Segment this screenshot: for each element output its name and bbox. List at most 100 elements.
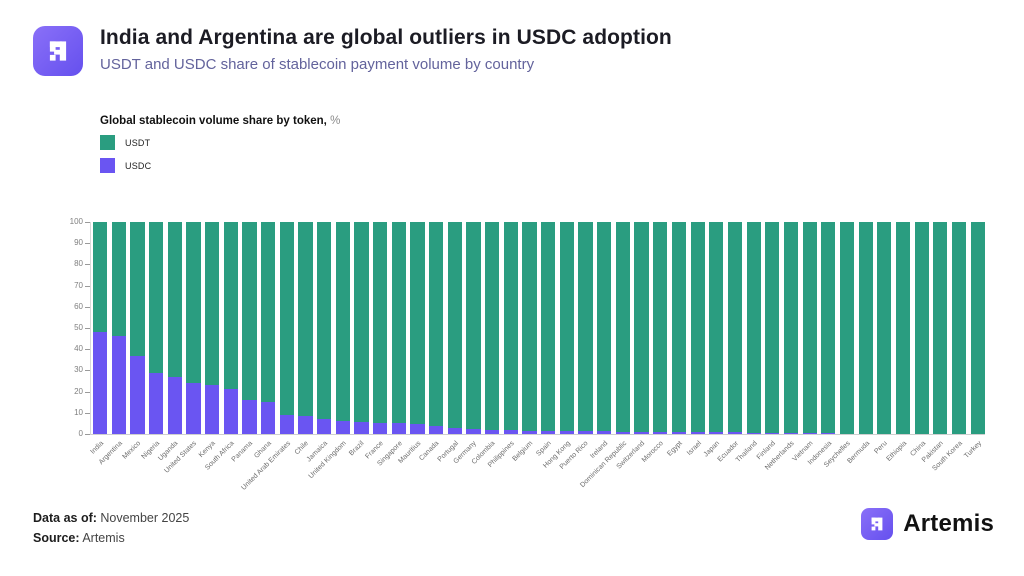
bar-segment-usdc <box>765 432 780 434</box>
bar-netherlands <box>783 222 799 434</box>
bar-segment-usdt <box>858 222 873 434</box>
bar-segment-usdt <box>503 222 518 431</box>
y-tick-mark <box>85 370 90 372</box>
bar-germany <box>466 222 481 434</box>
y-tick-mark <box>85 412 90 414</box>
bar-segment-usdt <box>951 222 967 434</box>
bar-segment-usdt <box>671 222 686 433</box>
bar-segment-usdc <box>746 432 761 434</box>
x-tick-label: Peru <box>873 440 889 456</box>
x-tick-label: Ethiopia <box>885 440 908 463</box>
artemis-footer-logo-icon <box>861 508 894 540</box>
y-tick-mark <box>85 222 90 223</box>
bar-segment-usdt <box>485 222 500 430</box>
bar-segment-usdt <box>615 222 630 432</box>
page-subtitle: USDT and USDC share of stablecoin paymen… <box>100 56 535 73</box>
bar-segment-usdt <box>578 222 593 432</box>
bar-japan <box>709 222 724 434</box>
legend-title-text: Global stablecoin volume share by token, <box>100 115 327 127</box>
bar-india <box>93 222 108 434</box>
data-as-of-label: Data as of: <box>33 511 97 525</box>
y-tick-label: 100 <box>69 217 83 226</box>
y-tick-mark <box>85 306 90 308</box>
y-tick-mark <box>85 434 90 435</box>
bar-segment-usdt <box>914 222 929 434</box>
bar-segment-usdc <box>317 419 332 434</box>
bar-segment-usdc <box>93 332 108 434</box>
bar-segment-usdt <box>821 222 836 433</box>
bar-switzerland <box>634 222 649 434</box>
bar-ireland <box>597 222 612 434</box>
bar-segment-usdt <box>877 222 892 434</box>
bar-hong-kong <box>559 222 574 434</box>
bar-segment-usdc <box>615 431 630 434</box>
bar-bermuda <box>858 222 873 434</box>
bar-spain <box>541 222 556 434</box>
bar-segment-usdc <box>709 432 724 434</box>
y-tick-label: 30 <box>74 365 83 375</box>
bar-segment-usdt <box>149 222 164 373</box>
bar-segment-usdc <box>653 431 668 434</box>
bar-segment-usdc <box>783 432 799 434</box>
bar-segment-usdt <box>690 222 705 433</box>
bar-argentina <box>111 222 126 434</box>
bar-mexico <box>130 222 145 434</box>
bar-chile <box>298 222 313 434</box>
legend-title: Global stablecoin volume share by token,… <box>100 115 340 127</box>
bar-segment-usdt <box>653 222 668 432</box>
bar-france <box>373 222 388 434</box>
footer-meta: Data as of: November 2025 Source: Artemi… <box>33 511 189 551</box>
chart-plot: 0 10 20 30 40 50 60 70 80 90 100 India Argentina Mex… <box>70 218 985 492</box>
bar-china <box>914 222 929 434</box>
bar-israel <box>690 222 705 434</box>
bar-colombia <box>485 222 500 434</box>
y-tick-mark <box>85 349 90 351</box>
bar-segment-usdt <box>261 222 276 403</box>
bar-indonesia <box>821 222 836 434</box>
data-as-of-value: November 2025 <box>96 511 190 525</box>
bar-segment-usdt <box>933 222 948 434</box>
bar-segment-usdc <box>597 431 612 434</box>
bar-segment-usdt <box>335 222 350 422</box>
bar-segment-usdt <box>298 222 313 416</box>
bar-segment-usdt <box>205 222 220 386</box>
bar-segment-usdc <box>727 432 743 434</box>
bar-segment-usdt <box>373 222 388 424</box>
plot-bars <box>91 222 985 434</box>
bar-segment-usdc <box>541 430 556 434</box>
data-as-of: Data as of: November 2025 <box>33 511 189 525</box>
bar-peru <box>877 222 892 434</box>
bar-segment-usdc <box>111 336 126 434</box>
bar-segment-usdt <box>354 222 369 423</box>
bar-segment-usdt <box>317 222 332 420</box>
bar-nigeria <box>149 222 164 434</box>
bar-segment-usdt <box>111 222 126 337</box>
y-tick-label: 60 <box>74 301 83 311</box>
y-tick-mark <box>85 285 90 287</box>
bar-segment-usdt <box>839 222 855 434</box>
y-tick-label: 80 <box>74 259 83 269</box>
bar-segment-usdc <box>298 415 313 434</box>
bar-panama <box>242 222 257 434</box>
bar-dominican-republic <box>615 222 630 434</box>
bar-seychelles <box>839 222 855 434</box>
bar-segment-usdc <box>223 389 238 434</box>
bar-pakistan <box>933 222 948 434</box>
x-tick-label: India <box>89 440 105 456</box>
bar-segment-usdc <box>466 428 481 434</box>
bar-segment-usdt <box>410 222 425 425</box>
y-tick-mark <box>85 243 90 245</box>
bar-segment-usdt <box>634 222 649 432</box>
bar-segment-usdc <box>373 423 388 434</box>
source-label: Source: <box>33 531 80 545</box>
bar-segment-usdc <box>242 400 257 434</box>
bar-ghana <box>261 222 276 434</box>
bar-belgium <box>522 222 537 434</box>
y-tick-label: 40 <box>74 344 83 354</box>
header: India and Argentina are global outliers … <box>33 26 672 76</box>
bar-segment-usdc <box>391 423 406 434</box>
bar-segment-usdt <box>709 222 724 433</box>
bar-jamaica <box>317 222 332 434</box>
bar-segment-usdc <box>410 424 425 434</box>
source-value: Artemis <box>79 531 125 545</box>
